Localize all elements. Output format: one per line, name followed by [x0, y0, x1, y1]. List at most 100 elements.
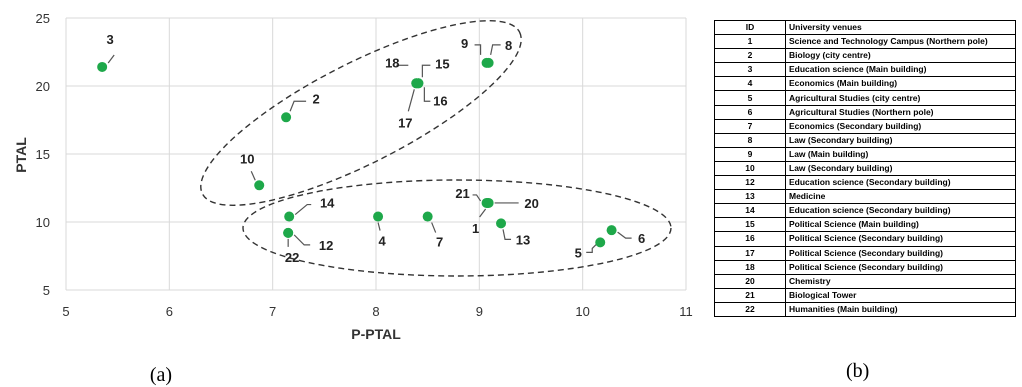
leader-line-5	[586, 243, 597, 253]
venue-name-cell: Chemistry	[785, 273, 1016, 289]
point-label-16: 16	[433, 93, 447, 108]
data-point-17	[411, 78, 422, 89]
data-point-22	[283, 227, 294, 238]
table-row: 13 Medicine	[714, 189, 1016, 205]
data-point-3	[97, 61, 108, 72]
point-label-12: 12	[319, 238, 333, 253]
venue-name-cell: Education science (Secondary building)	[785, 175, 1016, 191]
leader-line-10	[250, 171, 256, 181]
leader-line-9	[474, 44, 482, 55]
venue-id-cell: 13	[714, 189, 786, 205]
venue-name-cell: Medicine	[785, 189, 1016, 205]
data-point-7	[422, 211, 433, 222]
data-point-4	[373, 211, 384, 222]
venue-id-cell: 18	[714, 259, 786, 275]
table-row: 9 Law (Main building)	[714, 146, 1016, 162]
x-tick-label: 7	[269, 304, 276, 319]
panel-label-b: (b)	[846, 360, 870, 382]
leader-line-17	[407, 89, 415, 112]
x-tick-label: 11	[679, 304, 693, 319]
venue-name-cell: Political Science (Main building)	[785, 217, 1016, 233]
point-label-4: 4	[378, 234, 386, 249]
venue-id-cell: 5	[714, 90, 786, 106]
y-axis-label: PTAL	[13, 137, 29, 173]
table-row: 18 Political Science (Secondary building)	[714, 259, 1016, 275]
venue-name-cell: Agricultural Studies (city centre)	[785, 90, 1016, 106]
point-label-8: 8	[505, 38, 512, 53]
data-point-2	[281, 112, 292, 123]
venue-id-cell: 2	[714, 48, 786, 64]
point-labels: 3 2 10 18 15 16 17 9 8 14 12 22 4 7 21 20 1 13 5 6	[107, 32, 646, 265]
x-tick-label: 10	[575, 304, 589, 319]
venue-name-cell: Law (Secondary building)	[785, 160, 1016, 177]
x-tick-label: 6	[166, 304, 173, 319]
leader-line-8	[490, 44, 501, 55]
point-label-5: 5	[575, 245, 582, 260]
table-header-id: ID	[714, 19, 786, 36]
leader-line-6	[617, 231, 632, 239]
data-point-14	[284, 211, 295, 222]
point-label-7: 7	[436, 235, 443, 250]
data-points	[97, 57, 617, 248]
venue-name-cell: Biological Tower	[785, 287, 1016, 303]
venue-id-cell: 17	[714, 245, 786, 261]
point-label-1: 1	[472, 221, 479, 236]
table-row: 15 Political Science (Main building)	[714, 217, 1016, 233]
upper-cluster-ellipse	[200, 20, 522, 206]
venue-name-cell: Political Science (Secondary building)	[785, 245, 1016, 261]
venue-id-cell: 8	[714, 132, 786, 148]
lower-cluster-ellipse	[242, 179, 672, 277]
y-tick-label: 20	[36, 79, 50, 94]
x-tick-labels: 5 6 7 8 9 10 11	[62, 304, 692, 319]
table-row: 1 Science and Technology Campus (Northern…	[714, 34, 1016, 50]
y-tick-label: 25	[36, 11, 50, 26]
venue-name-cell: Law (Main building)	[785, 146, 1016, 162]
x-tick-label: 9	[476, 304, 483, 319]
table-row: 14 Education science (Secondary building)	[714, 203, 1016, 219]
venue-name-cell: Political Science (Secondary building)	[785, 231, 1016, 247]
point-label-17: 17	[398, 115, 412, 130]
point-label-10: 10	[240, 151, 254, 166]
leader-line-15	[421, 64, 431, 78]
table-row: 10 Law (Secondary building)	[714, 160, 1016, 177]
x-tick-label: 8	[372, 304, 379, 319]
table-row: 3 Education science (Main building)	[714, 62, 1016, 78]
data-point-6	[606, 225, 617, 236]
label-leader-lines	[107, 44, 632, 253]
point-label-14: 14	[320, 196, 335, 211]
point-label-6: 6	[638, 231, 645, 246]
y-tick-label: 10	[36, 215, 50, 230]
table-row: 17 Political Science (Secondary building)	[714, 245, 1016, 261]
leader-line-2	[289, 100, 307, 112]
point-label-15: 15	[435, 56, 449, 71]
leader-line-12	[293, 234, 311, 246]
venue-id-cell: 10	[714, 160, 786, 177]
leader-line-1	[479, 208, 487, 218]
x-tick-label: 5	[62, 304, 69, 319]
table-row: 20 Chemistry	[714, 273, 1016, 289]
venue-name-cell: Education science (Main building)	[785, 62, 1016, 78]
venue-id-cell: 6	[714, 104, 786, 120]
venue-id-cell: 7	[714, 118, 786, 134]
table-row: 21 Biological Tower	[714, 287, 1016, 303]
venue-id-cell: 3	[714, 62, 786, 78]
table-body: 1 Science and Technology Campus (Northern…	[714, 34, 1016, 317]
panel-label-a: (a)	[150, 364, 172, 386]
leader-line-13	[502, 229, 512, 240]
venue-name-cell: Biology (city centre)	[785, 48, 1016, 64]
data-point-8	[483, 57, 494, 68]
y-tick-labels: 5 10 15 20 25	[36, 11, 50, 298]
point-label-3: 3	[107, 32, 114, 47]
venue-name-cell: Agricultural Studies (Northern pole)	[785, 104, 1016, 120]
table-row: 8 Law (Secondary building)	[714, 132, 1016, 148]
venue-id-cell: 15	[714, 217, 786, 233]
data-point-5	[595, 237, 606, 248]
venue-id-cell: 16	[714, 231, 786, 247]
venue-name-cell: Science and Technology Campus (Northern …	[785, 34, 1016, 50]
venue-id-cell: 4	[714, 76, 786, 92]
table-row: 4 Economics (Main building)	[714, 76, 1016, 92]
point-label-20: 20	[524, 196, 538, 211]
venue-name-cell: Economics (Secondary building)	[785, 118, 1016, 134]
table-row: 2 Biology (city centre)	[714, 48, 1016, 64]
